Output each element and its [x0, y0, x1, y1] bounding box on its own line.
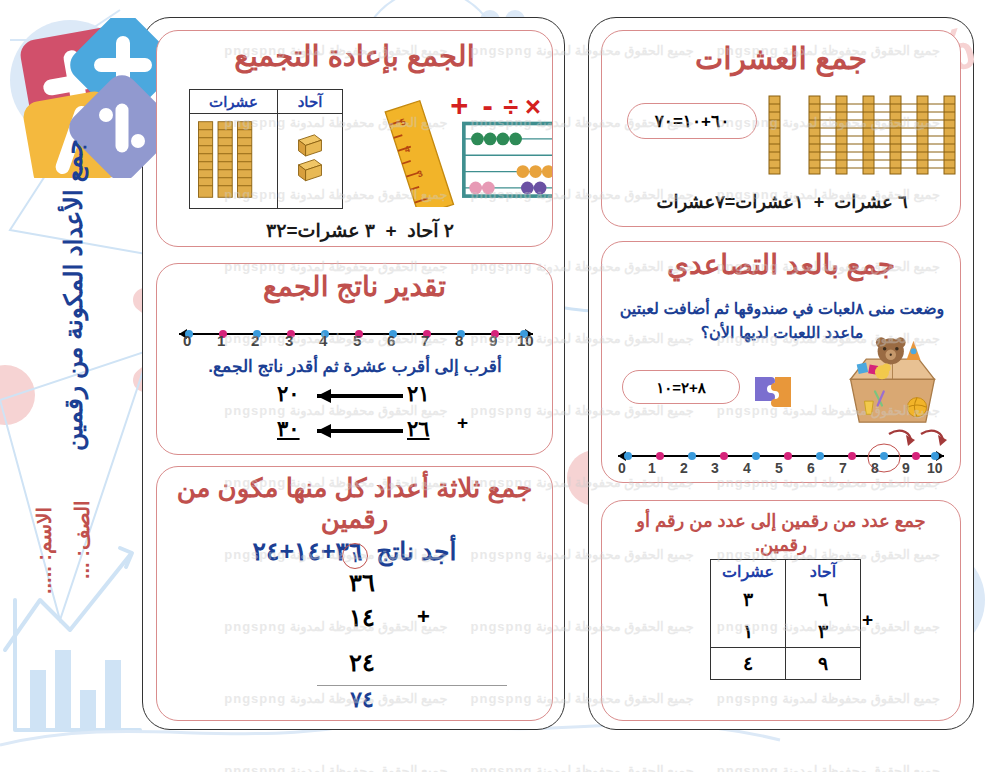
- svg-text:-: -: [483, 89, 493, 123]
- svg-text:÷: ÷: [503, 91, 518, 122]
- svg-text:×: ×: [525, 91, 541, 122]
- svg-text:+: +: [450, 89, 468, 123]
